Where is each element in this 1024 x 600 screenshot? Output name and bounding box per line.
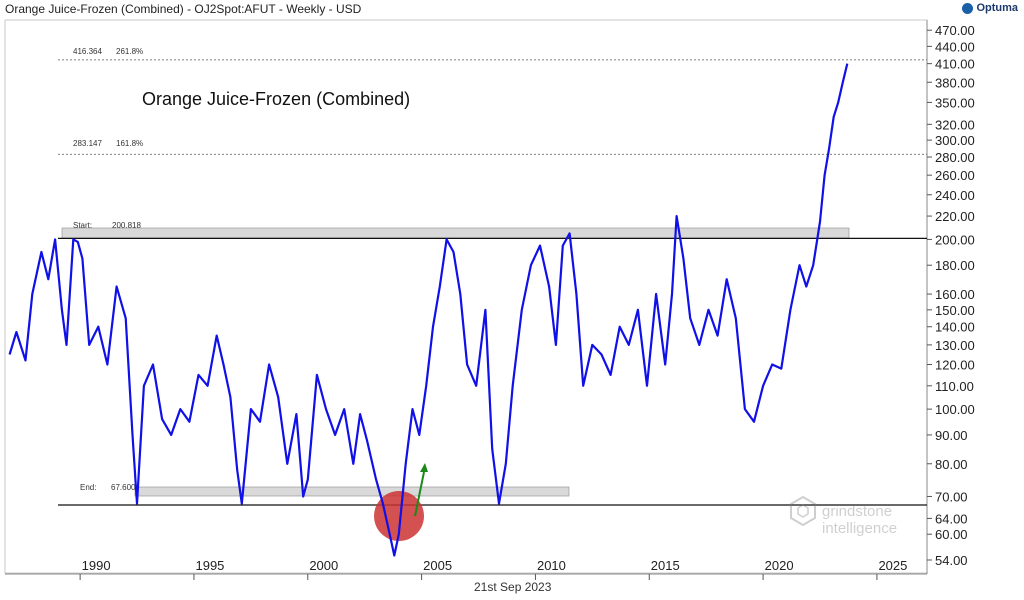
bottom-highlight-circle: [374, 491, 424, 541]
y-tick-label: 380.00: [935, 75, 975, 90]
start-label: Start:: [73, 221, 92, 230]
y-tick-label: 160.00: [935, 287, 975, 302]
y-tick-label: 80.00: [935, 457, 968, 472]
y-tick-label: 280.00: [935, 150, 975, 165]
fib-261-value: 416.364: [73, 47, 102, 56]
y-tick-label: 220.00: [935, 209, 975, 224]
watermark: grindstone intelligence: [790, 495, 897, 537]
x-axis-ticks: 1990 1995 2000 2005 2010 2015 2020 2025: [79, 558, 907, 580]
end-label: End:: [80, 483, 96, 492]
x-tick-label: 2020: [765, 558, 794, 573]
price-series-line: [8, 63, 849, 557]
y-tick-label: 300.00: [935, 133, 975, 148]
y-tick-label: 320.00: [935, 117, 975, 132]
x-tick-label: 2005: [423, 558, 452, 573]
x-tick-label: 2000: [309, 558, 338, 573]
optuma-logo-icon: [962, 2, 974, 14]
end-zone: [134, 486, 570, 497]
chart-inner-title: Orange Juice-Frozen (Combined): [142, 89, 410, 109]
y-tick-label: 350.00: [935, 95, 975, 110]
end-value: 67.600: [111, 483, 136, 492]
start-zone: [61, 227, 850, 239]
x-tick-label: 2010: [537, 558, 566, 573]
x-tick-label: 2025: [878, 558, 907, 573]
y-tick-label: 260.00: [935, 168, 975, 183]
y-tick-label: 150.00: [935, 303, 975, 318]
y-tick-label: 440.00: [935, 39, 975, 54]
date-stamp: 21st Sep 2023: [474, 580, 552, 594]
brand-name: Optuma: [976, 2, 1018, 14]
y-tick-label: 110.00: [935, 379, 974, 394]
y-tick-label: 70.00: [935, 489, 968, 504]
fib-161-pct: 161.8%: [116, 139, 143, 148]
fib-161-value: 283.147: [73, 139, 102, 148]
up-arrow-icon: [414, 463, 428, 517]
y-tick-label: 240.00: [935, 188, 975, 203]
brand-badge[interactable]: Optuma: [962, 2, 1018, 14]
start-value: 200.818: [112, 221, 141, 230]
y-tick-label: 180.00: [935, 258, 975, 273]
chart-window-title: Orange Juice-Frozen (Combined) - OJ2Spot…: [5, 2, 362, 16]
y-tick-label: 100.00: [935, 402, 975, 417]
y-tick-label: 410.00: [935, 57, 975, 72]
fib-levels: [58, 59, 927, 506]
x-tick-label: 2015: [651, 558, 680, 573]
grindstone-logo-icon: [790, 495, 816, 527]
y-tick-label: 120.00: [935, 357, 975, 372]
series-layer: [8, 63, 849, 557]
y-tick-label: 200.00: [935, 232, 975, 247]
plot-area: [4, 19, 928, 574]
y-tick-label: 470.00: [935, 23, 975, 38]
y-tick-label: 90.00: [935, 428, 968, 443]
x-tick-label: 1995: [195, 558, 224, 573]
watermark-line1: grindstone: [822, 503, 892, 520]
y-tick-label: 60.00: [935, 527, 968, 542]
watermark-line2: intelligence: [822, 520, 897, 537]
y-tick-label: 64.00: [935, 511, 968, 526]
fib-261-pct: 261.8%: [116, 47, 143, 56]
y-tick-label: 130.00: [935, 338, 975, 353]
y-tick-label: 140.00: [935, 320, 975, 335]
y-tick-label: 54.00: [935, 553, 968, 568]
fib-level-labels: 416.364 261.8% 283.147 161.8% Start: 200…: [73, 47, 143, 492]
x-tick-label: 1990: [82, 558, 111, 573]
